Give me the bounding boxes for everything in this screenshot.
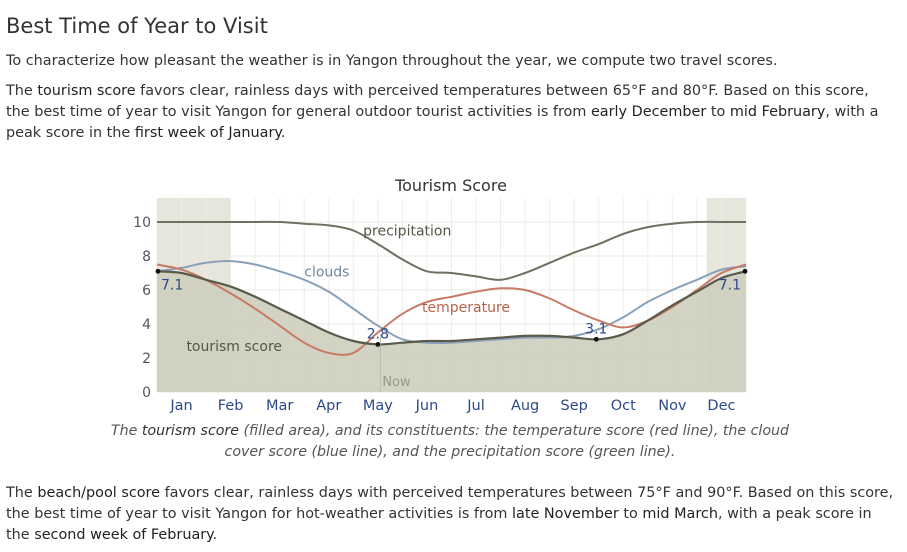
x-tick-label-aug: Aug bbox=[511, 398, 539, 414]
x-tick-label-may: May bbox=[363, 398, 393, 414]
y-tick-label: 10 bbox=[133, 215, 151, 231]
chart-title: Tourism Score bbox=[394, 176, 507, 195]
tourism-score-paragraph: The tourism score favors clear, rainless… bbox=[6, 81, 896, 144]
x-tick-label-dec: Dec bbox=[707, 398, 735, 414]
annotation-dot bbox=[593, 336, 599, 342]
tourism-score-area bbox=[157, 271, 746, 392]
x-tick-label-apr: Apr bbox=[316, 398, 341, 414]
annotation-dot bbox=[155, 268, 161, 274]
text-segment: The bbox=[6, 83, 38, 99]
chart-caption: The tourism score (filled area), and its… bbox=[100, 421, 800, 463]
caption-segment: The bbox=[110, 423, 142, 439]
x-tick-label-oct: Oct bbox=[611, 398, 636, 414]
text-segment: , with a peak score in the bbox=[6, 104, 879, 141]
caption-tourism-score: tourism score bbox=[141, 423, 239, 439]
y-tick-label: 6 bbox=[142, 283, 151, 299]
annotation-value-label: 7.1 bbox=[719, 277, 741, 293]
text-segment: favors clear, rainless days with perceiv… bbox=[6, 83, 869, 120]
x-tick-label-jul: Jul bbox=[466, 398, 485, 414]
annotation-value-label: 3.1 bbox=[585, 321, 607, 337]
annotation-value-label: 2.8 bbox=[367, 326, 389, 342]
series-label-clouds: clouds bbox=[304, 264, 349, 280]
annotation-dot bbox=[742, 268, 748, 274]
tourism-score-line bbox=[156, 270, 747, 346]
annotation-value-label: 7.1 bbox=[161, 277, 183, 293]
text-segment: , with a peak score in the bbox=[6, 506, 872, 543]
beach-score-paragraph: The beach/pool score favors clear, rainl… bbox=[6, 483, 896, 546]
section-heading: Best Time of Year to Visit bbox=[6, 14, 268, 38]
text-segment: The bbox=[6, 485, 38, 501]
y-tick-label: 8 bbox=[142, 249, 151, 265]
text-segment: to bbox=[618, 506, 643, 522]
series-label-temperature: temperature bbox=[422, 300, 510, 316]
highlight-peak-period: first week of January bbox=[134, 125, 281, 141]
y-tick-label: 4 bbox=[142, 317, 151, 333]
y-tick-label: 0 bbox=[142, 385, 151, 401]
caption-segment: (filled area), and its constituents: the… bbox=[224, 423, 790, 460]
x-tick-label-feb: Feb bbox=[218, 398, 244, 414]
highlight-beach-score: beach/pool score bbox=[37, 485, 161, 501]
x-tick-label-jun: Jun bbox=[415, 398, 439, 414]
highlight-peak-period: second week of February bbox=[34, 527, 213, 543]
highlight-start-period: early December bbox=[590, 104, 707, 120]
text-segment: favors clear, rainless days with perceiv… bbox=[6, 485, 894, 522]
text-segment: to bbox=[706, 104, 730, 120]
x-tick-label-nov: Nov bbox=[658, 398, 687, 414]
annotation-dot bbox=[375, 342, 381, 347]
x-tick-label-sep: Sep bbox=[561, 398, 588, 414]
series-label-precipitation: precipitation bbox=[363, 224, 451, 240]
precipitation-line bbox=[157, 220, 746, 281]
text-segment: . bbox=[212, 527, 218, 543]
series-label-tourism-score: tourism score bbox=[186, 339, 282, 355]
intro-paragraph: To characterize how pleasant the weather… bbox=[6, 53, 778, 69]
now-label: Now bbox=[382, 375, 411, 390]
highlight-start-period: late November bbox=[512, 506, 619, 522]
clouds-line bbox=[156, 260, 747, 345]
highlight-end-period: mid March bbox=[642, 506, 718, 522]
highlight-end-period: mid February bbox=[729, 104, 826, 120]
x-tick-label-mar: Mar bbox=[266, 398, 293, 414]
text-segment: . bbox=[280, 125, 286, 141]
y-tick-label: 2 bbox=[142, 351, 151, 367]
highlight-tourism-score: tourism score bbox=[37, 83, 136, 99]
x-tick-label-jan: Jan bbox=[169, 398, 192, 414]
